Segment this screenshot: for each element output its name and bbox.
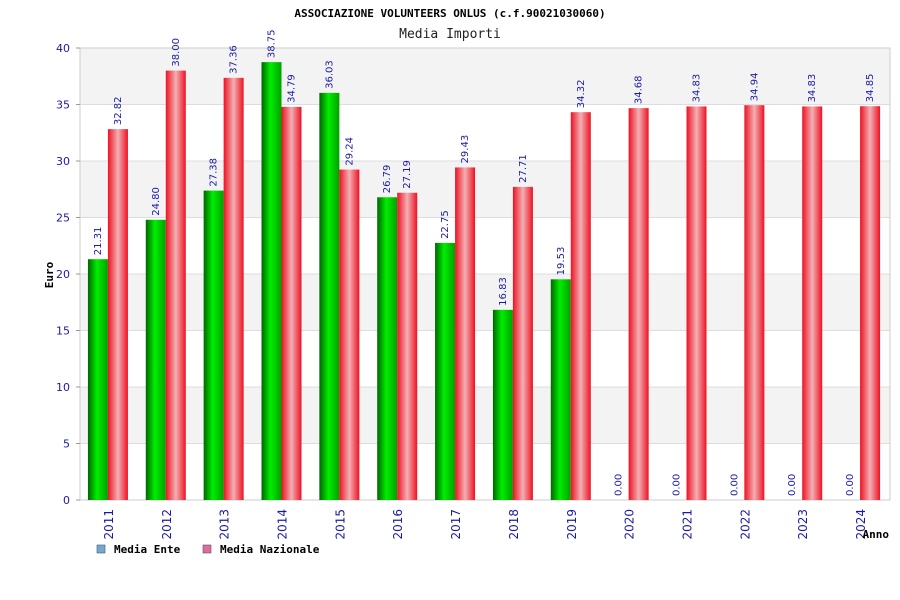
bar-media-nazionale — [455, 167, 476, 501]
data-label: 21.31 — [93, 227, 104, 256]
plot-band — [80, 387, 890, 444]
plot-band — [80, 274, 890, 331]
bar-media-nazionale — [570, 112, 591, 501]
plot-band — [80, 330, 890, 387]
bar-media-ente — [319, 92, 340, 501]
x-axis-label: Anno — [863, 528, 890, 541]
bar-media-nazionale — [686, 106, 707, 501]
bar-media-nazionale — [281, 106, 302, 501]
bar-media-nazionale — [223, 77, 244, 500]
data-label: 34.94 — [749, 73, 760, 102]
bar-media-nazionale — [860, 106, 881, 500]
x-axis-ticks: 2011 2012 2013 2014 2015 2016 2017 2018 2019 2020… — [102, 509, 868, 540]
data-label: 37.36 — [229, 45, 240, 74]
bar-media-nazionale — [802, 106, 823, 501]
legend-label-media-ente: Media Ente — [114, 543, 181, 556]
data-label: 27.19 — [402, 160, 413, 189]
bar-media-nazionale — [339, 169, 360, 500]
bar-media-nazionale — [628, 108, 649, 500]
bar-media-ente — [203, 190, 224, 500]
y-tick-label: 10 — [56, 381, 70, 394]
chart-title: ASSOCIAZIONE VOLUNTEERS ONLUS (c.f.90021… — [294, 7, 605, 20]
data-label: 38.75 — [267, 29, 278, 58]
y-axis-ticks: 0 5 10 15 20 25 30 35 40 — [56, 42, 80, 507]
x-tick-label: 2016 — [391, 509, 405, 540]
legend-label-media-nazionale: Media Nazionale — [220, 543, 320, 556]
x-tick-label: 2011 — [102, 509, 116, 540]
legend-swatch-media-nazionale — [202, 544, 212, 554]
plot-band — [80, 443, 890, 500]
data-label: 34.32 — [576, 80, 587, 109]
bar-media-ente — [261, 62, 282, 500]
data-label: 34.83 — [692, 74, 703, 103]
y-tick-label: 40 — [56, 42, 70, 55]
data-label: 32.82 — [113, 96, 124, 125]
bar-media-ente — [492, 309, 513, 500]
data-label: 0.00 — [845, 474, 856, 496]
x-tick-label: 2020 — [623, 509, 637, 540]
data-label: 38.00 — [171, 38, 182, 67]
plot-band — [80, 161, 890, 218]
data-label: 19.53 — [556, 247, 567, 276]
data-label: 0.00 — [614, 474, 625, 496]
x-tick-label: 2013 — [218, 509, 232, 540]
data-label: 0.00 — [729, 474, 740, 496]
data-label: 22.75 — [440, 210, 451, 239]
data-label: 0.00 — [787, 474, 798, 496]
bar-media-nazionale — [744, 105, 765, 500]
x-tick-label: 2024 — [854, 509, 868, 540]
x-tick-label: 2023 — [796, 509, 810, 540]
data-label: 27.38 — [209, 158, 220, 187]
data-label: 36.03 — [324, 60, 335, 89]
y-tick-label: 0 — [63, 494, 70, 507]
plot-band — [80, 48, 890, 105]
data-label: 34.68 — [634, 75, 645, 104]
data-label: 29.43 — [460, 135, 471, 164]
plot-band — [80, 217, 890, 274]
y-tick-label: 20 — [56, 268, 70, 281]
x-tick-label: 2022 — [738, 509, 752, 540]
x-tick-label: 2021 — [681, 509, 695, 540]
data-label: 24.80 — [151, 187, 162, 216]
data-label: 26.79 — [382, 165, 393, 194]
data-label: 16.83 — [498, 277, 509, 306]
bar-media-ente — [377, 197, 398, 500]
bar-media-nazionale — [512, 186, 533, 500]
x-tick-label: 2012 — [160, 509, 174, 540]
x-tick-label: 2019 — [565, 509, 579, 540]
data-label: 34.79 — [287, 74, 298, 103]
chart-subtitle: Media Importi — [399, 27, 501, 42]
x-tick-label: 2018 — [507, 509, 521, 540]
bar-media-ente — [550, 279, 571, 500]
x-tick-label: 2014 — [276, 509, 290, 540]
y-axis-label: Euro — [43, 261, 56, 288]
y-tick-label: 25 — [56, 212, 70, 225]
bar-media-ente — [145, 219, 166, 500]
y-tick-label: 35 — [56, 99, 70, 112]
legend: Media Ente Media Nazionale — [96, 543, 320, 556]
bar-media-nazionale — [397, 192, 418, 501]
data-label: 0.00 — [672, 474, 683, 496]
y-tick-label: 30 — [56, 155, 70, 168]
data-label: 29.24 — [344, 137, 355, 166]
x-tick-label: 2015 — [333, 509, 347, 540]
data-label: 34.83 — [807, 74, 818, 103]
data-label: 34.85 — [865, 74, 876, 103]
legend-swatch-media-ente — [96, 544, 106, 554]
bar-media-ente — [435, 242, 456, 501]
bar-media-nazionale — [165, 70, 186, 500]
bars: 21.31 32.82 24.80 38.00 27.38 37.36 38.75 34.79… — [87, 29, 881, 501]
bar-media-nazionale — [107, 129, 128, 500]
bar-media-ente — [87, 259, 108, 500]
y-tick-label: 15 — [56, 325, 70, 338]
y-tick-label: 5 — [63, 438, 70, 451]
x-tick-label: 2017 — [449, 509, 463, 540]
plot-band — [80, 104, 890, 161]
data-label: 27.71 — [518, 154, 529, 183]
